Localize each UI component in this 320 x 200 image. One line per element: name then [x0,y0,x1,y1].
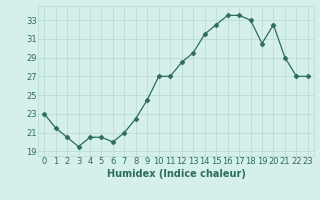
X-axis label: Humidex (Indice chaleur): Humidex (Indice chaleur) [107,169,245,179]
